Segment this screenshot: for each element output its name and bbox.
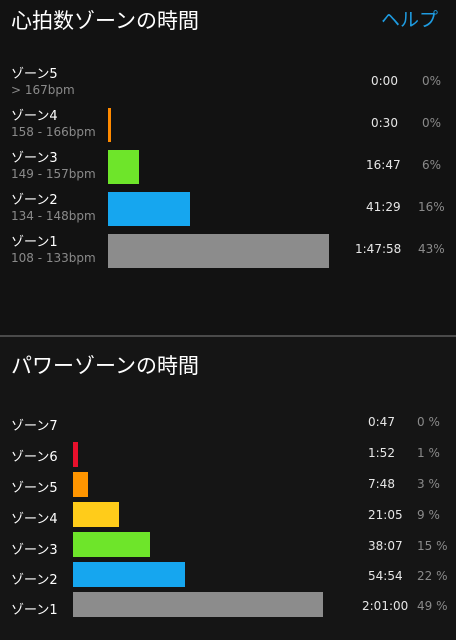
hr-zone-bar (108, 234, 329, 268)
power-zone-time: 2:01:00 (362, 599, 409, 613)
help-link[interactable]: ヘルプ (380, 9, 438, 31)
hr-zone-name: ゾーン4 (11, 109, 58, 124)
power-zone-percent: 0 % (417, 415, 440, 429)
hr-zone-range: 108 - 133bpm (11, 251, 96, 265)
hr-zone-percent: 0% (422, 74, 442, 88)
power-zone-time: 7:48 (368, 477, 395, 491)
hr-zone-range: 158 - 166bpm (11, 125, 96, 139)
power-zone-name: ゾーン3 (11, 543, 58, 558)
hr-zone-time: 0:30 (371, 116, 398, 130)
power-zone-time: 54:54 (368, 569, 403, 583)
power-zone-bar (73, 592, 323, 617)
hr-zone-name: ゾーン1 (11, 235, 58, 250)
power-zone-percent: 15 % (417, 539, 448, 553)
hr-zone-bar (108, 150, 139, 184)
power-zone-name: ゾーン1 (11, 603, 58, 618)
hr-zone-bar (108, 192, 190, 226)
hr-zone-range: 134 - 148bpm (11, 209, 96, 223)
power-zone-name: ゾーン4 (11, 512, 58, 527)
hr-zone-name: ゾーン2 (11, 193, 58, 208)
heart-rate-zones-panel (0, 0, 456, 335)
hr-zone-time: 0:00 (371, 74, 398, 88)
power-zone-name: ゾーン2 (11, 573, 58, 588)
hr-zone-percent: 0% (422, 116, 442, 130)
hr-zone-percent: 16% (418, 200, 445, 214)
power-zone-name: ゾーン6 (11, 450, 58, 465)
hr-zone-name: ゾーン5 (11, 67, 58, 82)
hr-zone-percent: 43% (418, 242, 445, 256)
hr-zone-time: 1:47:58 (355, 242, 402, 256)
power-zone-bar (73, 562, 185, 587)
power-zone-bar (73, 472, 88, 497)
power-zone-time: 38:07 (368, 539, 403, 553)
power-zone-name: ゾーン7 (11, 419, 58, 434)
power-zones-title: パワーゾーンの時間 (11, 354, 199, 378)
heart-rate-zones-title: 心拍数ゾーンの時間 (11, 9, 199, 33)
power-zone-time: 0:47 (368, 415, 395, 429)
hr-zone-bar (108, 108, 111, 142)
power-zone-time: 1:52 (368, 446, 395, 460)
power-zone-bar (73, 532, 150, 557)
power-zone-time: 21:05 (368, 508, 403, 522)
power-zone-name: ゾーン5 (11, 481, 58, 496)
power-zone-percent: 9 % (417, 508, 440, 522)
power-zone-percent: 3 % (417, 477, 440, 491)
power-zone-bar (73, 442, 78, 467)
hr-zone-range: 149 - 157bpm (11, 167, 96, 181)
hr-zone-name: ゾーン3 (11, 151, 58, 166)
hr-zone-percent: 6% (422, 158, 442, 172)
power-zone-percent: 49 % (417, 599, 448, 613)
hr-zone-range: > 167bpm (11, 83, 75, 97)
hr-zone-time: 41:29 (366, 200, 401, 214)
section-divider (0, 335, 456, 337)
power-zone-bar (73, 502, 119, 527)
power-zone-percent: 1 % (417, 446, 440, 460)
power-zone-percent: 22 % (417, 569, 448, 583)
hr-zone-time: 16:47 (366, 158, 401, 172)
